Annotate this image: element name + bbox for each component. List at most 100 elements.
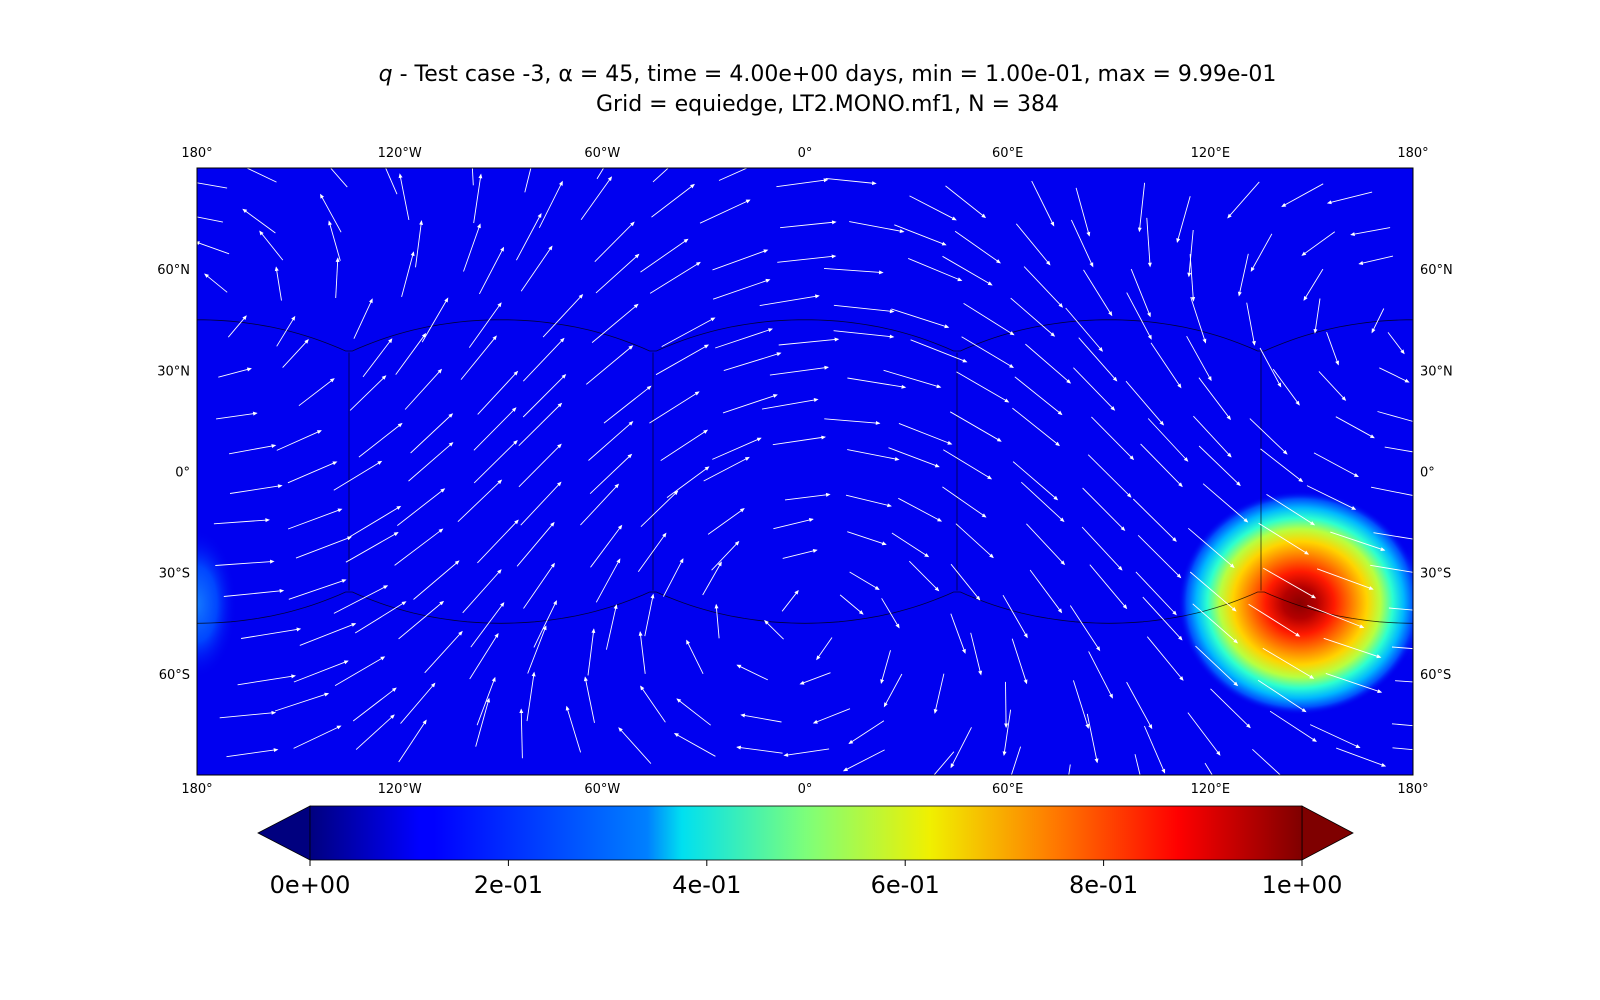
title-variable: q: [378, 62, 393, 87]
wind-vector: [1031, 180, 1055, 226]
wind-vector-head: [332, 461, 338, 466]
lat-tick-label-right: 30°N: [1420, 364, 1453, 379]
map-panel: [182, 160, 1430, 802]
wind-vector: [333, 461, 382, 491]
wind-vector-head: [734, 540, 740, 546]
wind-vector-head: [762, 160, 765, 162]
wind-vector-head: [987, 475, 993, 480]
wind-vector-head: [899, 229, 905, 233]
wind-vector-head: [1148, 724, 1153, 730]
wind-vector-head: [794, 589, 799, 595]
wind-vector: [421, 298, 449, 343]
lon-tick-label-top: 120°W: [378, 146, 422, 161]
wind-vector: [776, 179, 828, 188]
wind-vector-head: [736, 664, 742, 669]
wind-vector: [479, 247, 504, 295]
wind-vector: [516, 522, 555, 567]
wind-vector: [1281, 183, 1324, 207]
wind-vector-head: [1109, 693, 1113, 699]
wind-vector-head: [812, 549, 818, 553]
wind-vector: [586, 345, 633, 385]
wind-vector: [590, 525, 622, 568]
wind-vector-head: [1176, 238, 1181, 243]
wind-vector-head: [304, 339, 309, 344]
wind-vector-head: [1295, 400, 1300, 406]
wind-vector: [1023, 266, 1063, 308]
wind-vector-head: [1147, 334, 1152, 340]
wind-vector: [523, 563, 555, 609]
wind-vector-head: [1281, 202, 1287, 207]
wind-vector: [424, 631, 463, 674]
wind-vector-head: [646, 385, 652, 391]
lat-ticks-right: 60°N 30°N 0° 30°S 60°S: [1420, 263, 1453, 683]
lat-tick-label-right: 30°S: [1420, 567, 1451, 582]
wind-vector-head: [996, 259, 1001, 264]
wind-vector-head: [1427, 453, 1430, 456]
wind-vector: [1138, 182, 1146, 232]
wind-vector: [520, 246, 553, 292]
wind-vector: [349, 506, 401, 538]
wind-vector: [1126, 681, 1153, 729]
wind-vector-head: [182, 179, 185, 182]
wind-vector: [1089, 564, 1127, 609]
wind-vector-head: [368, 298, 373, 304]
wind-vector-head: [987, 281, 993, 286]
wind-vector: [898, 422, 952, 445]
wind-vector: [1137, 534, 1181, 578]
wind-vector: [845, 494, 891, 507]
wind-vector: [894, 224, 946, 246]
wind-vector: [358, 423, 402, 458]
wind-vector-head: [497, 479, 503, 485]
wind-vector-head: [883, 702, 888, 708]
wind-vector: [213, 519, 269, 525]
wind-vector: [591, 304, 638, 343]
wind-vector: [839, 594, 864, 615]
wind-vector-head: [377, 460, 383, 465]
wind-vector-head: [1400, 349, 1405, 355]
wind-vector: [287, 461, 337, 484]
wind-vector-head: [561, 373, 567, 379]
wind-vector: [216, 412, 257, 420]
wind-vector-head: [633, 303, 639, 309]
colorbar: 0e+00 2e-01 4e-01 6e-01 8e-01 1e+00: [257, 805, 1354, 899]
wind-vector-head: [1233, 681, 1239, 687]
wind-vector: [335, 258, 339, 299]
wind-vector-head: [1089, 262, 1094, 268]
wind-vector-head: [799, 680, 805, 685]
wind-vector-head: [1381, 762, 1387, 767]
wind-vector: [1126, 292, 1152, 340]
wind-vector: [722, 394, 777, 414]
wind-vector: [777, 255, 836, 263]
wind-vector-head: [1172, 610, 1177, 616]
wind-vector: [477, 519, 519, 564]
wind-vector-head: [981, 513, 987, 518]
wind-vector: [1143, 725, 1166, 773]
wind-vector: [723, 352, 781, 372]
wind-vector: [1266, 494, 1315, 526]
wind-vector-head: [1137, 227, 1142, 233]
wind-vector-head: [694, 391, 700, 396]
wind-vector-head: [825, 492, 831, 497]
wind-vector: [1310, 724, 1360, 748]
wind-vector: [847, 377, 906, 388]
wind-vector: [1262, 567, 1316, 599]
wind-vector-head: [772, 394, 778, 398]
wind-vector-head: [1023, 633, 1028, 639]
wind-vector: [538, 181, 563, 229]
wind-vector: [881, 598, 900, 628]
wind-vector: [1176, 196, 1191, 243]
wind-vector: [784, 748, 830, 756]
wind-vector-head: [497, 569, 502, 574]
wind-vector-head: [1426, 540, 1429, 543]
wind-vector-head: [874, 585, 880, 590]
wind-vector-head: [878, 270, 884, 275]
wind-vector: [518, 403, 562, 447]
wind-vector-head: [557, 443, 562, 449]
wind-vector-head: [183, 214, 186, 217]
wind-vector-head: [1145, 799, 1148, 802]
wind-vector: [644, 594, 654, 637]
wind-vector-head: [1277, 382, 1282, 388]
wind-vector-head: [341, 579, 347, 583]
wind-vector-head: [889, 309, 895, 314]
wind-vector: [1146, 636, 1184, 681]
